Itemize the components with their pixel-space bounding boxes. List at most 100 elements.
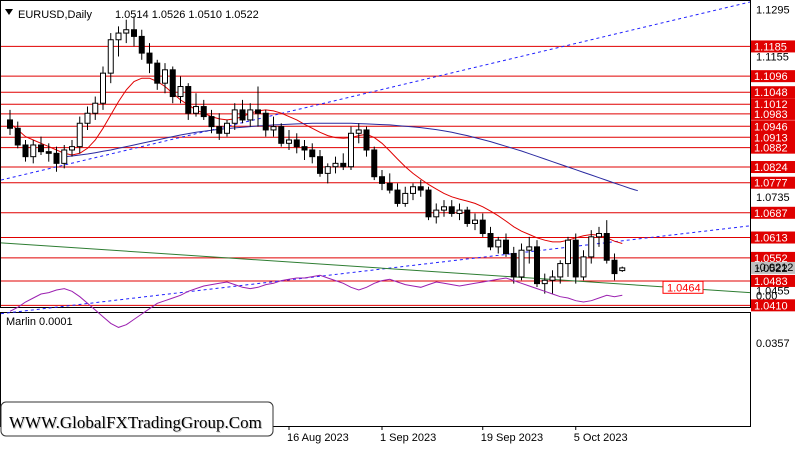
price-tick-label: 1.0455 xyxy=(756,285,790,297)
level-price-label: 1.0983 xyxy=(754,109,788,121)
bear-candle xyxy=(293,139,300,148)
bear-candle xyxy=(278,126,285,144)
bear-candle xyxy=(371,149,378,178)
date-tick-label: 19 Sep 2023 xyxy=(481,432,543,444)
level-price-box xyxy=(751,40,795,53)
level-price-box xyxy=(751,98,795,111)
bear-candle xyxy=(146,52,153,64)
bear-candle xyxy=(309,149,316,158)
bear-candle xyxy=(262,112,269,131)
bull-candle xyxy=(549,276,556,281)
bull-candle xyxy=(518,249,525,278)
level-price-label: 1.0946 xyxy=(754,121,788,133)
bull-candle xyxy=(596,233,602,238)
level-price-label: 1.0687 xyxy=(754,208,788,220)
date-axis: 16 Aug 2023 1 Sep 2023 19 Sep 2023 5 Oct 20… xyxy=(287,426,628,444)
level-price-label: 1.0410 xyxy=(754,300,788,312)
marlin-tick-label: 0.0357 xyxy=(756,338,790,350)
triangle-down-icon[interactable] xyxy=(5,9,13,15)
current-price-label: 1.0522 xyxy=(754,263,788,275)
bull-candle xyxy=(526,246,533,251)
bull-candle xyxy=(495,239,502,248)
bear-candle xyxy=(448,206,455,214)
fast-moving-average xyxy=(9,77,623,244)
bull-candle xyxy=(541,279,548,285)
marlin-indicator xyxy=(9,274,623,328)
bear-candle xyxy=(53,152,60,164)
marlin-label: Marlin 0.0001 xyxy=(6,316,73,328)
bear-candle xyxy=(464,209,471,224)
level-price-label: 1.1048 xyxy=(754,87,788,99)
level-price-box xyxy=(751,141,795,154)
bull-candle xyxy=(92,102,99,114)
bull-candle xyxy=(100,72,106,104)
date-tick-label: 5 Oct 2023 xyxy=(574,432,628,444)
bull-candle xyxy=(123,29,130,34)
bear-candle xyxy=(138,35,145,54)
current-price-box xyxy=(751,261,795,274)
level-price-label: 1.1185 xyxy=(754,41,787,53)
bear-candle xyxy=(185,86,192,114)
bear-candle xyxy=(255,109,261,114)
chart-frame xyxy=(0,0,751,427)
bull-candle xyxy=(332,162,339,168)
level-price-box xyxy=(751,206,795,219)
level-price-label: 1.0552 xyxy=(754,253,788,265)
bull-candle xyxy=(69,146,75,151)
level-price-label: 1.1096 xyxy=(754,71,788,83)
bear-candle xyxy=(479,219,486,235)
bull-candle xyxy=(107,39,114,74)
bear-candle xyxy=(200,106,207,118)
bull-candle xyxy=(580,256,587,278)
bull-candle xyxy=(410,186,416,194)
symbol-label: EURUSD,Daily xyxy=(18,9,92,21)
bull-candle xyxy=(588,236,595,258)
bull-candle xyxy=(115,32,122,41)
bear-candle xyxy=(394,189,401,204)
bull-candle xyxy=(76,122,83,148)
green-trend-line xyxy=(0,242,751,294)
bull-candle xyxy=(162,69,168,84)
bear-candle xyxy=(239,109,246,121)
bear-candle xyxy=(14,127,21,146)
bear-candle xyxy=(603,233,610,261)
level-price-box xyxy=(751,131,795,144)
bear-candle xyxy=(386,182,393,191)
bull-candle xyxy=(441,206,447,211)
bull-candle xyxy=(619,267,626,272)
bear-candle xyxy=(45,151,52,154)
bull-candle xyxy=(30,144,37,158)
price-tick-label: 1.1155 xyxy=(756,51,789,63)
bear-candle xyxy=(169,69,176,98)
marked-price-label: 1.0464 xyxy=(667,282,701,294)
bull-candle xyxy=(456,209,463,214)
candles xyxy=(7,16,626,294)
level-price-label: 1.0913 xyxy=(754,132,788,144)
bull-candle xyxy=(84,112,91,124)
bear-candle xyxy=(503,239,509,255)
bull-candle xyxy=(247,109,254,121)
bear-candle xyxy=(154,62,161,84)
bull-candle xyxy=(270,126,277,131)
bull-candle xyxy=(286,139,292,144)
bear-candle xyxy=(534,246,540,285)
bull-candle xyxy=(231,109,238,124)
level-price-label: 1.0483 xyxy=(754,276,788,288)
price-tick-label: 1.0735 xyxy=(756,192,790,204)
bull-candle xyxy=(61,149,68,164)
level-price-label: 1.0882 xyxy=(754,143,788,155)
bull-candle xyxy=(402,192,409,204)
level-price-box xyxy=(751,251,795,264)
bear-candle xyxy=(417,186,424,191)
level-price-box xyxy=(751,176,795,189)
level-price-box xyxy=(751,120,795,133)
bull-candle xyxy=(355,129,362,134)
level-price-box xyxy=(751,299,795,312)
level-price-box xyxy=(751,161,795,174)
bull-candle xyxy=(565,239,571,265)
moving-averages xyxy=(9,77,638,244)
watermark-shadow: WWW.GlobalFXTradingGroup.Com xyxy=(10,414,263,433)
marked-price-box xyxy=(662,280,704,294)
lower-channel-line xyxy=(0,225,751,315)
